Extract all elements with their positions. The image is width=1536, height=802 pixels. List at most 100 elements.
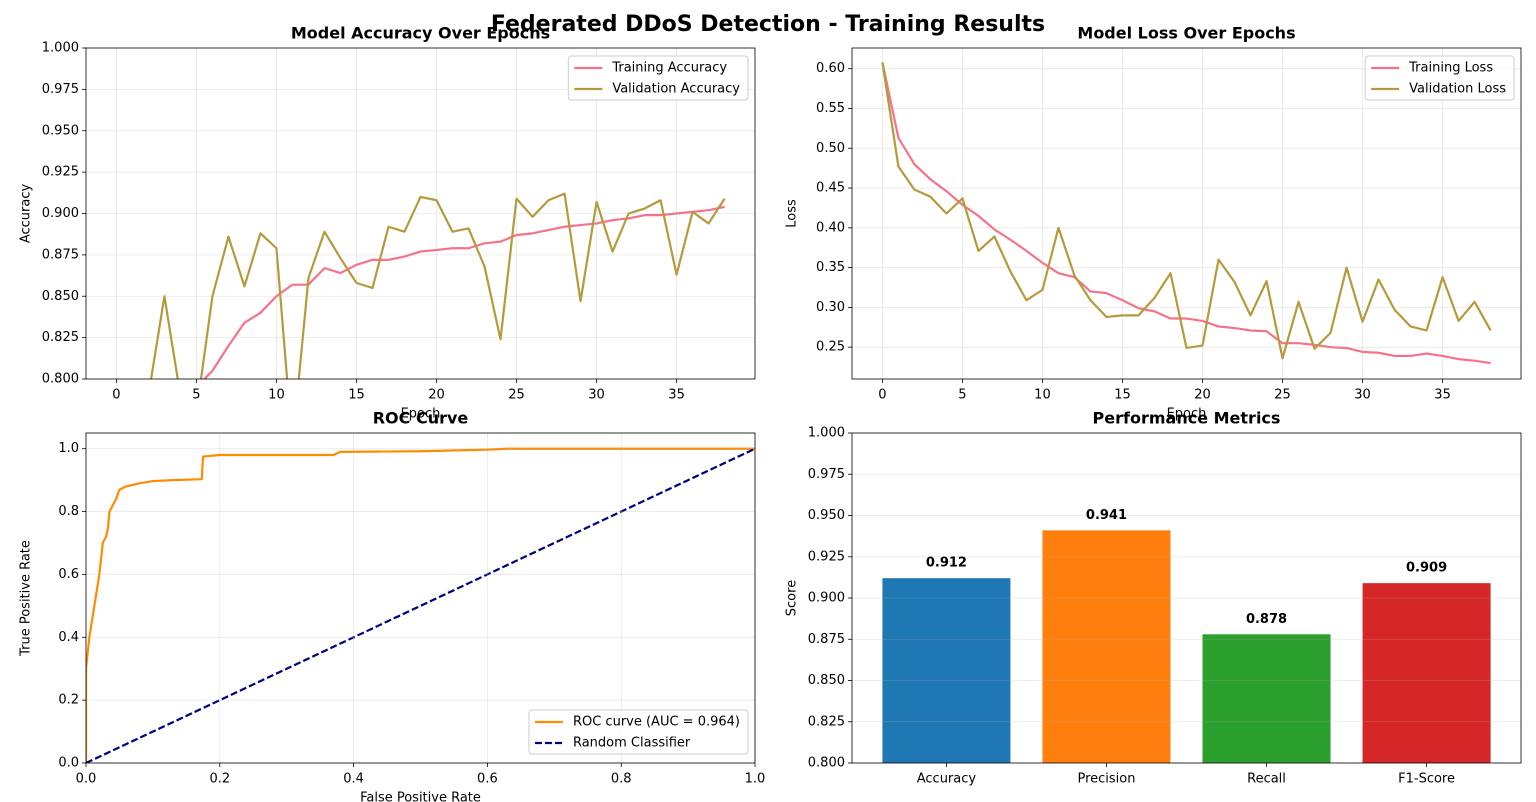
y-tick-label: 0.950 xyxy=(42,123,79,138)
axes-title: ROC Curve xyxy=(373,409,469,428)
legend: ROC curve (AUC = 0.964) Random Classifier xyxy=(528,709,749,755)
y-tick-label: 0.900 xyxy=(42,206,79,221)
series-line xyxy=(881,62,1492,360)
y-tick-label: 0.925 xyxy=(42,165,79,180)
y-axis-label: Score xyxy=(785,580,800,616)
y-tick-label: 0.4 xyxy=(58,630,79,645)
x-tick-label: Accuracy xyxy=(917,772,977,787)
y-tick-label: 0.950 xyxy=(808,508,845,523)
y-axis-label: True Positive Rate xyxy=(19,540,34,657)
axes-title: Model Loss Over Epochs xyxy=(1077,24,1295,43)
bar xyxy=(1042,530,1171,763)
x-tick-label: 15 xyxy=(1114,388,1131,403)
bar-value-label: 0.912 xyxy=(926,556,967,571)
y-tick-label: 0.35 xyxy=(816,260,845,275)
bar-value-label: 0.878 xyxy=(1246,612,1287,627)
legend-box xyxy=(528,709,749,755)
legend-label: Validation Loss xyxy=(1409,82,1506,97)
x-tick-label: 5 xyxy=(958,388,966,403)
legend-label: Training Loss xyxy=(1408,61,1493,76)
y-tick-label: 0.975 xyxy=(42,82,79,97)
series-line xyxy=(881,62,1491,365)
y-tick-label: 0.975 xyxy=(808,467,845,482)
x-tick-label: 35 xyxy=(1434,388,1451,403)
x-tick-label: 5 xyxy=(192,388,200,403)
legend-box xyxy=(567,55,749,101)
bar-value-label: 0.909 xyxy=(1406,561,1447,576)
y-tick-label: 0.875 xyxy=(808,632,845,647)
axes-frame xyxy=(851,47,1522,380)
y-tick-label: 1.000 xyxy=(42,41,79,56)
y-tick-label: 0.850 xyxy=(42,289,79,304)
x-axis-label: Epoch xyxy=(1167,407,1207,422)
x-tick-label: 25 xyxy=(1274,388,1291,403)
y-tick-label: 0.800 xyxy=(42,372,79,387)
x-tick-label: 0.6 xyxy=(477,772,498,787)
series-line xyxy=(86,447,755,763)
x-tick-label: 15 xyxy=(348,388,365,403)
legend: Training Accuracy Validation Accuracy xyxy=(567,55,749,101)
legend-label: ROC curve (AUC = 0.964) xyxy=(573,715,740,730)
x-tick-label: 25 xyxy=(508,388,525,403)
plot-area xyxy=(86,447,755,763)
plot-area xyxy=(882,530,1491,763)
x-tick-label: F1-Score xyxy=(1398,772,1455,787)
bar-value-label: 0.941 xyxy=(1086,508,1127,523)
x-tick-label: 0.2 xyxy=(209,772,230,787)
x-axis-label: Epoch xyxy=(401,407,441,422)
y-tick-label: 1.0 xyxy=(58,441,79,456)
x-tick-label: 0 xyxy=(878,388,886,403)
x-tick-label: Recall xyxy=(1247,772,1286,787)
axes-title: Performance Metrics xyxy=(1093,409,1281,428)
legend-label: Training Accuracy xyxy=(611,61,727,76)
axes-frame xyxy=(85,432,756,764)
x-tick-label: 20 xyxy=(1194,388,1211,403)
x-tick-label: 0 xyxy=(112,388,120,403)
legend-box xyxy=(1364,55,1515,101)
x-tick-label: 30 xyxy=(1354,388,1371,403)
axes-frame xyxy=(85,47,756,380)
x-tick-label: 30 xyxy=(588,388,605,403)
y-tick-label: 0.825 xyxy=(42,330,79,345)
y-tick-label: 0.25 xyxy=(816,340,845,355)
x-tick-label: 0.0 xyxy=(76,772,97,787)
legend: Training Loss Validation Loss xyxy=(1364,55,1515,101)
series-line xyxy=(202,205,725,379)
y-tick-label: 0.50 xyxy=(816,141,845,156)
x-tick-label: 0.8 xyxy=(611,772,632,787)
bar xyxy=(1202,634,1331,763)
x-tick-label: 20 xyxy=(428,388,445,403)
y-tick-label: 1.000 xyxy=(808,426,845,441)
y-tick-label: 0.60 xyxy=(816,61,845,76)
y-axis-label: Accuracy xyxy=(19,184,34,244)
y-tick-label: 0.8 xyxy=(58,504,79,519)
y-tick-label: 0.6 xyxy=(58,567,79,582)
x-tick-label: 1.0 xyxy=(745,772,766,787)
y-tick-label: 0.55 xyxy=(816,101,845,116)
y-tick-label: 0.800 xyxy=(808,756,845,771)
x-tick-label: 10 xyxy=(268,388,285,403)
y-tick-label: 0.875 xyxy=(42,247,79,262)
series-line xyxy=(86,447,755,763)
x-tick-label: 10 xyxy=(1034,388,1051,403)
axes-frame xyxy=(851,432,1522,764)
figure-title: Federated DDoS Detection - Training Resu… xyxy=(491,12,1045,37)
legend-label: Validation Accuracy xyxy=(612,82,740,97)
bar xyxy=(882,578,1011,763)
axes-title: Model Accuracy Over Epochs xyxy=(291,24,550,43)
y-tick-label: 0.40 xyxy=(816,220,845,235)
y-axis-label: Loss xyxy=(785,199,800,228)
x-axis-label: False Positive Rate xyxy=(360,791,481,802)
x-tick-label: 0.4 xyxy=(343,772,364,787)
series-line xyxy=(149,192,726,379)
y-tick-label: 0.900 xyxy=(808,591,845,606)
legend-label: Random Classifier xyxy=(573,736,691,751)
x-tick-label: Precision xyxy=(1077,772,1135,787)
y-tick-label: 0.850 xyxy=(808,673,845,688)
y-tick-label: 0.0 xyxy=(58,756,79,771)
bar xyxy=(1362,583,1491,763)
y-tick-label: 0.2 xyxy=(58,693,79,708)
plot-area xyxy=(149,192,726,379)
y-tick-label: 0.925 xyxy=(808,549,845,564)
